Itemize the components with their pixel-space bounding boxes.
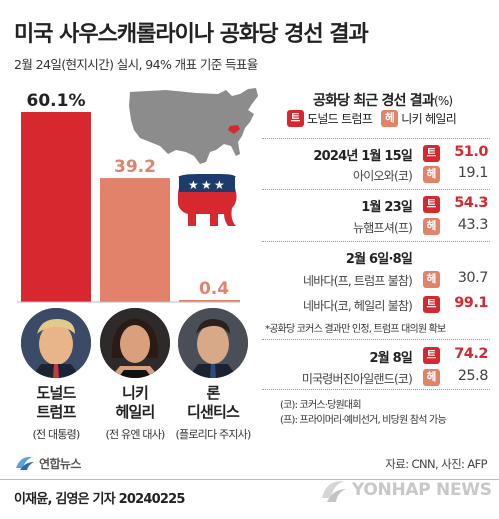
row-date: 2024년 1월 15일 (313, 149, 412, 164)
legend-haley: 헤 니키 헤일리 (381, 110, 457, 127)
row-tag: 트 (423, 347, 440, 364)
svg-text:★: ★ (201, 178, 212, 192)
results-legend: 트 도널드 트럼프 헤 니키 헤일리 (287, 110, 462, 127)
candidate-name-desantis: 론 디샌티스 (186, 384, 240, 421)
row-label: 네바다(프, 트럼프 불참) (303, 274, 413, 288)
row-separator (262, 189, 490, 190)
bar-2 (179, 300, 240, 302)
footer-divider (0, 479, 499, 480)
row-date: 1월 23일 (361, 200, 413, 215)
row-value: 74.2 (454, 346, 488, 362)
south-carolina-marker (228, 125, 240, 134)
page-subtitle: 2월 24일(현지시간) 실시, 94% 개표 기준 득표율 (14, 57, 258, 72)
row-date: 2월 8일 (369, 351, 412, 366)
bar-value-label-1: 39.2 (114, 157, 156, 177)
results-title: 공화당 최근 경선 결과(%) (313, 93, 453, 109)
row-tag: 트 (423, 145, 440, 162)
row-date: 2월 6일·8일 (345, 252, 413, 267)
page-title: 미국 사우스캐롤라이나 공화당 경선 결과 (14, 22, 369, 47)
bar-chart: 60.1% 39.2 0.4 (17, 91, 240, 303)
candidate-role-trump: (전 대통령) (32, 428, 81, 441)
candidate-role-haley: (전 유엔 대사) (105, 428, 166, 441)
gop-elephant-icon: ★ ★ ★ (178, 174, 237, 226)
row-label: 네바다(코, 헤일리 불참) (303, 299, 413, 313)
desantis-photo (178, 308, 248, 378)
svg-text:★: ★ (214, 178, 225, 192)
row-value: 30.7 (457, 270, 489, 286)
row-value: 51.0 (454, 144, 488, 160)
source-text: 자료: CNN, 사진: AFP (385, 457, 487, 471)
row-separator (262, 138, 490, 139)
svg-text:★: ★ (188, 178, 199, 192)
row-value: 19.1 (457, 165, 489, 181)
haley-photo (100, 308, 170, 378)
us-map-icon (129, 88, 258, 164)
row-value: 99.1 (454, 295, 488, 311)
bar-0 (21, 112, 91, 302)
credit-text: 이재윤, 김영은 기자 20240225 (14, 492, 185, 507)
candidate-name-haley: 니키 헤일리 (115, 384, 155, 421)
abbr-caucus-note: (코): 코커스·당원대회 (280, 400, 362, 411)
trump-photo (21, 308, 91, 378)
bar-value-label-2: 0.4 (199, 279, 229, 299)
row-tag: 트 (423, 196, 440, 213)
row-tag: 헤 (423, 218, 440, 235)
abbr-primary-note: (프): 프라이머리·예비선거, 비당원 참석 가능 (280, 415, 447, 426)
row-label: 미국령버진아일랜드(코) (301, 372, 413, 386)
row-separator (262, 389, 490, 390)
row-label: 아이오와(코) (353, 169, 413, 183)
asterisk-note: *공화당 코커스 결과만 인정, 트럼프 대의원 확보 (265, 324, 446, 335)
candidate-role-desantis: (플로리다 주지사) (175, 428, 252, 441)
watermark-icon (322, 480, 346, 502)
row-label: 뉴햄프셔(프) (353, 221, 413, 235)
row-value: 43.3 (457, 217, 489, 233)
candidate-name-trump: 도널드 트럼프 (36, 384, 76, 421)
bar-value-label-0: 60.1% (27, 91, 86, 111)
row-tag: 헤 (423, 369, 440, 386)
row-separator (262, 241, 490, 242)
row-tag: 헤 (423, 166, 440, 183)
yonhap-logo: 연합뉴스 (14, 454, 81, 472)
legend-trump: 트 도널드 트럼프 (287, 110, 373, 127)
yonhap-watermark: YONHAP NEWS (318, 476, 492, 504)
row-tag: 헤 (423, 271, 440, 288)
row-separator (262, 339, 490, 340)
yonhap-logo-icon (16, 456, 34, 470)
row-value: 54.3 (454, 195, 488, 211)
bar-1 (100, 178, 170, 302)
row-value: 25.8 (457, 368, 489, 384)
row-tag: 트 (423, 296, 440, 313)
